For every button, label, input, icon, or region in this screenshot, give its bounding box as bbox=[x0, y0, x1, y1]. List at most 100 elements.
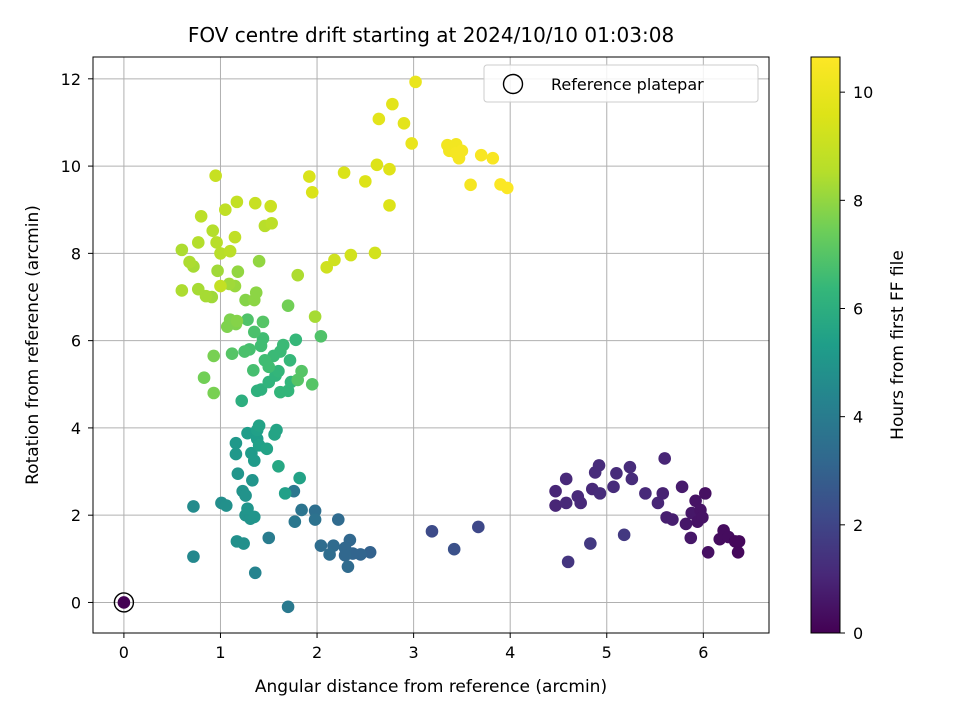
colorbar-tick-label: 2 bbox=[853, 516, 863, 535]
data-point bbox=[675, 480, 689, 494]
data-point bbox=[246, 473, 259, 487]
y-tick-label: 2 bbox=[71, 506, 81, 525]
data-point bbox=[592, 459, 606, 472]
data-point bbox=[344, 248, 358, 262]
data-point bbox=[238, 345, 251, 358]
data-point bbox=[237, 537, 250, 550]
data-point bbox=[696, 511, 709, 524]
data-point bbox=[291, 268, 305, 282]
legend-label: Reference platepar bbox=[551, 75, 704, 94]
data-point bbox=[617, 528, 631, 542]
data-point bbox=[211, 264, 224, 278]
data-point bbox=[455, 144, 469, 158]
data-point bbox=[500, 181, 514, 195]
data-point bbox=[386, 97, 399, 111]
data-point bbox=[651, 496, 665, 510]
data-point bbox=[363, 545, 377, 559]
data-point bbox=[278, 487, 292, 500]
x-tick-label: 4 bbox=[505, 643, 515, 662]
grid bbox=[93, 57, 769, 633]
y-axis-ticks: 0 2 4 6 8 10 12 bbox=[61, 70, 93, 612]
data-point bbox=[230, 314, 244, 328]
data-point bbox=[235, 394, 249, 408]
data-points bbox=[117, 75, 746, 614]
data-point bbox=[272, 460, 285, 473]
data-point bbox=[258, 353, 272, 367]
data-point bbox=[283, 353, 297, 367]
data-point bbox=[593, 487, 607, 500]
y-axis-label: Rotation from reference (arcmin) bbox=[23, 205, 43, 485]
data-point bbox=[338, 549, 352, 562]
colorbar-tick-label: 8 bbox=[853, 191, 863, 210]
data-point bbox=[472, 520, 485, 534]
data-point bbox=[383, 162, 396, 176]
data-point bbox=[247, 364, 260, 377]
data-point bbox=[241, 313, 254, 326]
data-point bbox=[256, 315, 270, 329]
data-point bbox=[175, 243, 189, 257]
data-point bbox=[337, 166, 351, 179]
colorbar bbox=[810, 56, 841, 634]
data-point bbox=[308, 310, 322, 323]
reference-marker bbox=[113, 592, 135, 613]
data-point bbox=[262, 531, 276, 545]
data-point bbox=[331, 513, 345, 526]
data-point bbox=[252, 254, 266, 268]
data-point bbox=[191, 282, 205, 296]
data-point bbox=[559, 472, 573, 486]
data-point bbox=[639, 487, 652, 500]
data-point bbox=[223, 244, 237, 258]
data-point bbox=[383, 199, 396, 212]
data-point bbox=[260, 442, 274, 456]
data-point bbox=[247, 325, 261, 339]
data-point bbox=[368, 246, 382, 260]
data-point bbox=[464, 178, 477, 192]
y-tick-label: 0 bbox=[71, 593, 81, 612]
data-point bbox=[559, 496, 573, 510]
data-point bbox=[241, 426, 254, 440]
data-point bbox=[679, 517, 693, 531]
y-tick-label: 12 bbox=[61, 70, 81, 89]
x-tick-label: 0 bbox=[119, 643, 129, 662]
data-point bbox=[256, 332, 270, 345]
data-point bbox=[607, 480, 620, 494]
data-point bbox=[623, 460, 637, 474]
data-point bbox=[666, 513, 679, 526]
data-point bbox=[288, 515, 302, 529]
data-point bbox=[207, 386, 221, 400]
data-point bbox=[214, 279, 227, 293]
data-point bbox=[305, 185, 319, 199]
data-point bbox=[584, 537, 597, 550]
data-point bbox=[187, 550, 200, 563]
data-point bbox=[372, 112, 386, 126]
data-point bbox=[230, 195, 244, 209]
data-point bbox=[219, 499, 233, 512]
x-tick-label: 5 bbox=[602, 643, 612, 662]
y-tick-label: 6 bbox=[71, 332, 81, 351]
data-point bbox=[658, 452, 672, 465]
data-point bbox=[231, 467, 245, 481]
data-point bbox=[239, 293, 252, 307]
legend-box bbox=[483, 64, 759, 103]
data-point bbox=[561, 555, 575, 569]
data-point bbox=[323, 548, 336, 561]
data-point bbox=[183, 255, 196, 269]
data-point bbox=[270, 423, 283, 437]
data-point bbox=[295, 503, 308, 517]
data-point bbox=[698, 487, 712, 500]
data-point bbox=[328, 253, 341, 267]
data-point bbox=[684, 531, 698, 545]
data-point bbox=[225, 347, 239, 361]
data-point bbox=[209, 169, 222, 182]
y-tick-label: 4 bbox=[71, 419, 81, 438]
data-point bbox=[194, 209, 208, 223]
data-point bbox=[248, 566, 262, 580]
colorbar-tick-label: 10 bbox=[853, 83, 873, 102]
data-point bbox=[474, 148, 488, 162]
colorbar-tick-label: 4 bbox=[853, 408, 863, 427]
data-point bbox=[219, 203, 232, 217]
data-point bbox=[625, 472, 639, 486]
colorbar-ticks: 0 2 4 6 8 10 bbox=[840, 83, 873, 643]
data-point bbox=[248, 196, 262, 210]
data-point bbox=[228, 230, 242, 244]
